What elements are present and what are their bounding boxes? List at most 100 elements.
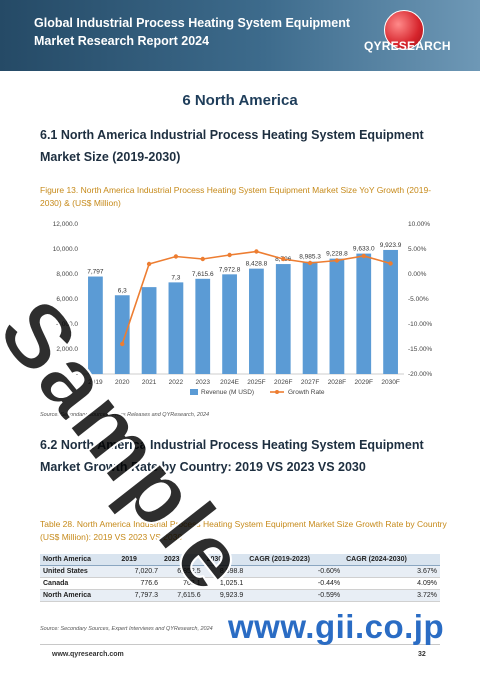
table-cell: North America: [40, 589, 119, 602]
left-axis-tick-label: 10,000.0: [53, 246, 79, 253]
revenue-bar: [88, 276, 103, 374]
qyresearch-logo: QYRESEARCH: [360, 8, 470, 64]
report-header: Global Industrial Process Heating System…: [0, 0, 480, 71]
subsection-title-1: 6.1 North America Industrial Process Hea…: [40, 128, 424, 164]
table-cell: 776.6: [118, 577, 161, 590]
table-row: North America 7,797.3 7,615.6 9,923.9 -0…: [40, 589, 440, 602]
legend-label-growth: Growth Rate: [288, 389, 325, 396]
table-cell: -0.59%: [246, 589, 344, 602]
table-cell: 1,025.1: [203, 577, 247, 590]
bar-value-label: 7,797: [87, 269, 104, 276]
report-title: Global Industrial Process Heating System…: [34, 16, 351, 48]
x-axis-tick-label: 2028F: [328, 379, 346, 386]
bar-value-label: 9,228.8: [326, 251, 348, 258]
revenue-bar: [275, 264, 291, 374]
growth-rate-point: [120, 341, 125, 347]
country-growth-table: North America 2019 2023 2030 CAGR (2019-…: [40, 554, 440, 602]
revenue-bar: [302, 261, 318, 374]
table-cell: 7,020.7: [118, 565, 161, 578]
revenue-bar: [168, 282, 184, 374]
x-axis-tick-label: 2023: [196, 379, 211, 386]
table-cell: 4.09%: [343, 577, 440, 590]
revenue-bar: [329, 258, 345, 374]
table-header: CAGR (2024-2030): [343, 554, 440, 566]
bar-value-label: 8,985.3: [299, 254, 321, 261]
table-header: 2030: [203, 554, 247, 566]
bar-value-label: 6,3: [118, 287, 127, 294]
x-axis-tick-label: 2020: [115, 379, 130, 386]
table-row: Canada 776.6 763.1 1,025.1 -0.44% 4.09%: [40, 577, 440, 590]
legend-swatch-revenue: [190, 389, 198, 395]
table-caption: Table 28. North America Industrial Proce…: [40, 519, 447, 542]
growth-rate-point: [146, 261, 152, 267]
footer-url[interactable]: www.qyresearch.com: [52, 651, 124, 658]
figure-source: Source: Secondary Sources, Press Release…: [40, 412, 210, 418]
gii-watermark-url: www.gii.co.jp: [228, 608, 445, 645]
table-header-row: North America 2019 2023 2030 CAGR (2019-…: [40, 554, 440, 566]
table-cell: 9,923.9: [203, 589, 247, 602]
revenue-bar: [195, 278, 211, 374]
x-axis-tick-label: 2022: [169, 379, 184, 386]
table-cell: United States: [40, 565, 119, 578]
bar-value-label: 9,923.9: [380, 242, 402, 249]
table-row: United States 7,020.7 6,852.5 8,898.8 -0…: [40, 565, 440, 578]
revenue-bar: [141, 287, 157, 374]
growth-rate-point: [388, 261, 393, 266]
table-cell: Canada: [40, 577, 119, 590]
left-axis-tick-label: -: [76, 371, 78, 378]
growth-rate-point: [307, 260, 313, 266]
figure-caption: Figure 13. North America Industrial Proc…: [40, 185, 432, 208]
left-axis-tick-label: 4,000.0: [56, 321, 78, 328]
bar-value-label: 9,633.0: [353, 246, 375, 253]
table-cell: 3.72%: [343, 589, 440, 602]
table-cell: -0.44%: [246, 577, 344, 590]
left-axis-tick-label: 8,000.0: [56, 271, 78, 278]
table-cell: 8,898.8: [203, 565, 247, 578]
logo-text: QYRESEARCH: [364, 39, 451, 53]
x-axis-tick-label: 2030F: [381, 379, 399, 386]
legend-label-revenue: Revenue (M USD): [201, 389, 254, 396]
table-cell: 7,615.6: [161, 589, 204, 602]
x-axis-tick-label: 2027F: [301, 379, 319, 386]
x-axis-tick-label: 2019: [88, 379, 103, 386]
right-axis-tick-label: -15.00%: [408, 346, 432, 353]
left-axis-tick-label: 2,000.0: [56, 346, 78, 353]
right-axis-tick-label: 5.00%: [408, 246, 427, 253]
right-axis-tick-label: 0.00%: [408, 271, 427, 278]
table-header: CAGR (2019-2023): [246, 554, 344, 566]
growth-rate-point: [200, 256, 205, 262]
page-number: 32: [418, 651, 426, 658]
x-axis-tick-label: 2024E: [220, 379, 239, 386]
growth-rate-point: [254, 249, 259, 254]
bar-value-label: 7,3: [171, 274, 180, 281]
table-cell: 6,852.5: [161, 565, 204, 578]
revenue-bar: [383, 249, 398, 374]
growth-rate-point: [227, 252, 232, 258]
legend-marker-growth: [275, 390, 279, 394]
right-axis-tick-label: -10.00%: [408, 321, 432, 328]
subsection-title-2: 6.2 North America Industrial Process Hea…: [40, 438, 424, 474]
table-cell: -0.60%: [246, 565, 344, 578]
table-header: 2023: [161, 554, 204, 566]
section-title: 6 North America: [182, 92, 298, 109]
left-axis-tick-label: 6,000.0: [56, 296, 78, 303]
x-axis-tick-label: 2029F: [355, 379, 373, 386]
bar-value-label: 7,972.8: [219, 266, 241, 273]
left-axis-tick-label: 12,000.0: [53, 221, 79, 228]
revenue-bar: [222, 274, 237, 374]
right-axis-tick-label: -20.00%: [408, 371, 432, 378]
table-header: North America: [40, 554, 119, 566]
x-axis-tick-label: 2026F: [274, 379, 292, 386]
globe-icon: [384, 10, 424, 50]
x-axis-tick-label: 2025F: [247, 379, 265, 386]
growth-rate-point: [281, 256, 286, 262]
growth-rate-point: [334, 258, 340, 263]
table-cell: 763.1: [161, 577, 204, 590]
revenue-bar: [249, 268, 264, 374]
growth-rate-point: [361, 253, 366, 259]
footer-divider: [40, 644, 440, 645]
revenue-bar: [356, 253, 372, 374]
x-axis-tick-label: 2021: [142, 379, 157, 386]
market-size-chart: - 2,000.0 4,000.0 6,000.0 8,000.0 10,000.0 12,…: [53, 221, 433, 396]
bar-value-label: 8,428.8: [246, 261, 268, 268]
